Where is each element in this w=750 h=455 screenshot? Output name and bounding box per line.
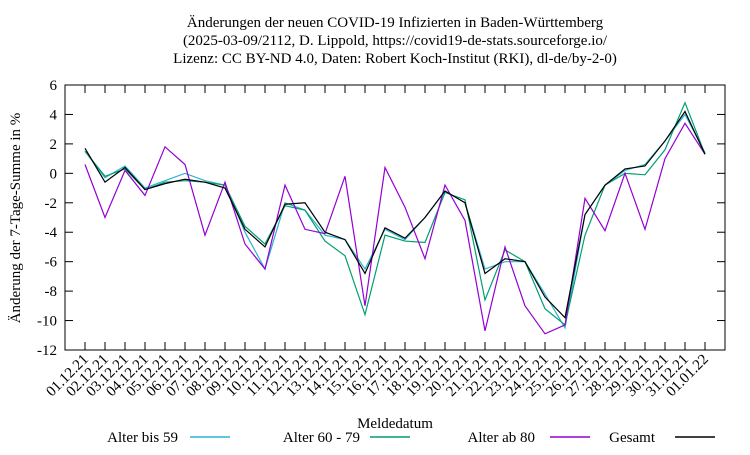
series-line [84,110,706,319]
chart-subtitle: Lizenz: CC BY-ND 4.0, Daten: Robert Koch… [173,51,617,67]
plot-frame [64,84,726,351]
y-tick-label: -4 [45,225,58,241]
legend-label: Gesamt [609,430,656,446]
y-tick-label: -6 [45,255,58,271]
y-tick-label: -8 [45,284,58,300]
y-tick-label: 2 [50,137,58,153]
y-axis-label: Änderung der 7-Tage-Summe in % [7,113,24,324]
y-tick-label: -12 [37,343,57,359]
y-tick-label: -2 [45,196,58,212]
legend-label: Alter ab 80 [468,430,535,446]
chart-title: Änderungen der neuen COVID-19 Infizierte… [187,14,604,31]
legend-label: Alter 60 - 79 [283,430,360,446]
x-axis-label: Meldedatum [357,416,433,432]
y-tick-label: 6 [50,78,58,94]
series-line [84,101,706,327]
y-tick-label: -10 [37,314,57,330]
legend-label: Alter bis 59 [107,430,178,446]
series-line [84,122,706,335]
y-tick-label: 0 [50,166,58,182]
chart-subtitle: (2025-03-09/2112, D. Lippold, https://co… [183,33,608,49]
y-tick-label: 4 [50,107,58,123]
